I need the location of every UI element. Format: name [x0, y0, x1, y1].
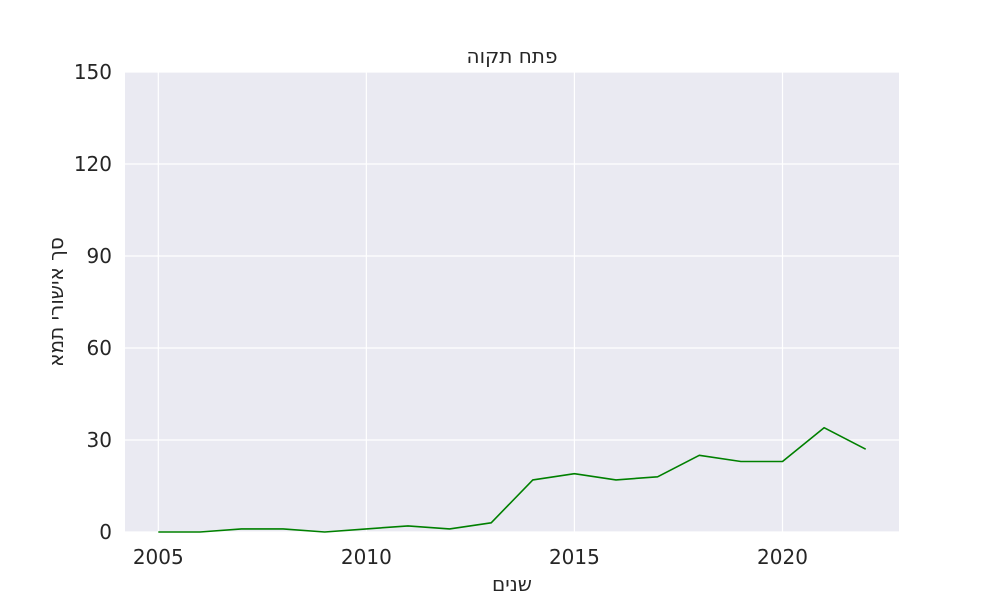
x-tick-label: 2020	[757, 545, 808, 569]
series-line	[158, 426, 867, 533]
y-tick-label: 150	[74, 60, 112, 84]
y-tick-label: 90	[87, 244, 112, 268]
x-tick-label: 2015	[549, 545, 600, 569]
chart-title: פתח תקוה	[467, 44, 558, 68]
y-tick-label: 30	[87, 428, 112, 452]
plot-area	[125, 72, 899, 532]
y-axis-label: סך אישורי תמא	[44, 237, 68, 367]
x-tick-label: 2010	[341, 545, 392, 569]
x-axis-ticks: 2005 2010 2015 2020	[133, 545, 808, 569]
y-tick-label: 60	[87, 336, 112, 360]
series-layer	[158, 426, 867, 533]
x-axis-label: שנים	[492, 572, 532, 596]
x-tick-label: 2005	[133, 545, 184, 569]
y-axis-ticks: 0 30 60 90 120 150	[74, 60, 112, 544]
grid	[125, 71, 899, 533]
y-tick-label: 0	[99, 520, 112, 544]
y-tick-label: 120	[74, 152, 112, 176]
